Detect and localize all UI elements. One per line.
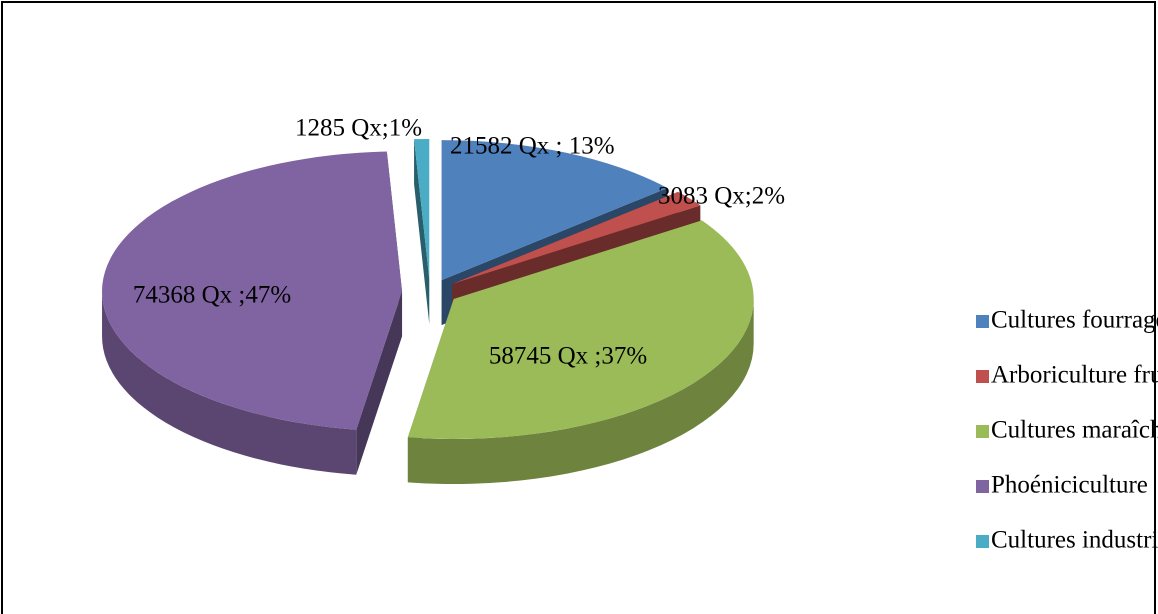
- data-label: 58745 Qx ;37%: [489, 343, 647, 370]
- data-label: 74368 Qx ;47%: [133, 282, 291, 309]
- legend-swatch: [976, 315, 989, 328]
- legend-label: Cultures maraîchères: [991, 417, 1158, 444]
- pie-slice: [414, 138, 430, 279]
- slice-cut: [414, 139, 430, 324]
- pie-tops: [102, 138, 754, 439]
- data-label: 3083 Qx;2%: [658, 183, 785, 210]
- pie-slice: [441, 140, 668, 281]
- pie-slice: [102, 151, 403, 430]
- legend-label: Arboriculture fruitière: [991, 362, 1158, 389]
- legend-swatch: [976, 425, 989, 438]
- legend-swatch: [976, 535, 989, 548]
- slice-wall: [407, 298, 754, 484]
- legend-swatch: [976, 370, 989, 383]
- pie-slice: [452, 191, 701, 285]
- slice-cut: [356, 291, 403, 475]
- legend-label: Phoéniciculture: [991, 472, 1148, 499]
- data-label: 21582 Qx ; 13%: [450, 133, 615, 160]
- pie-slice: [407, 220, 754, 439]
- legend-swatch: [976, 480, 989, 493]
- data-label: 1285 Qx;1%: [295, 115, 422, 142]
- slice-wall: [102, 291, 357, 475]
- legend-label: Cultures fourragères: [991, 307, 1158, 334]
- legend-label: Cultures industrielles: [991, 527, 1158, 554]
